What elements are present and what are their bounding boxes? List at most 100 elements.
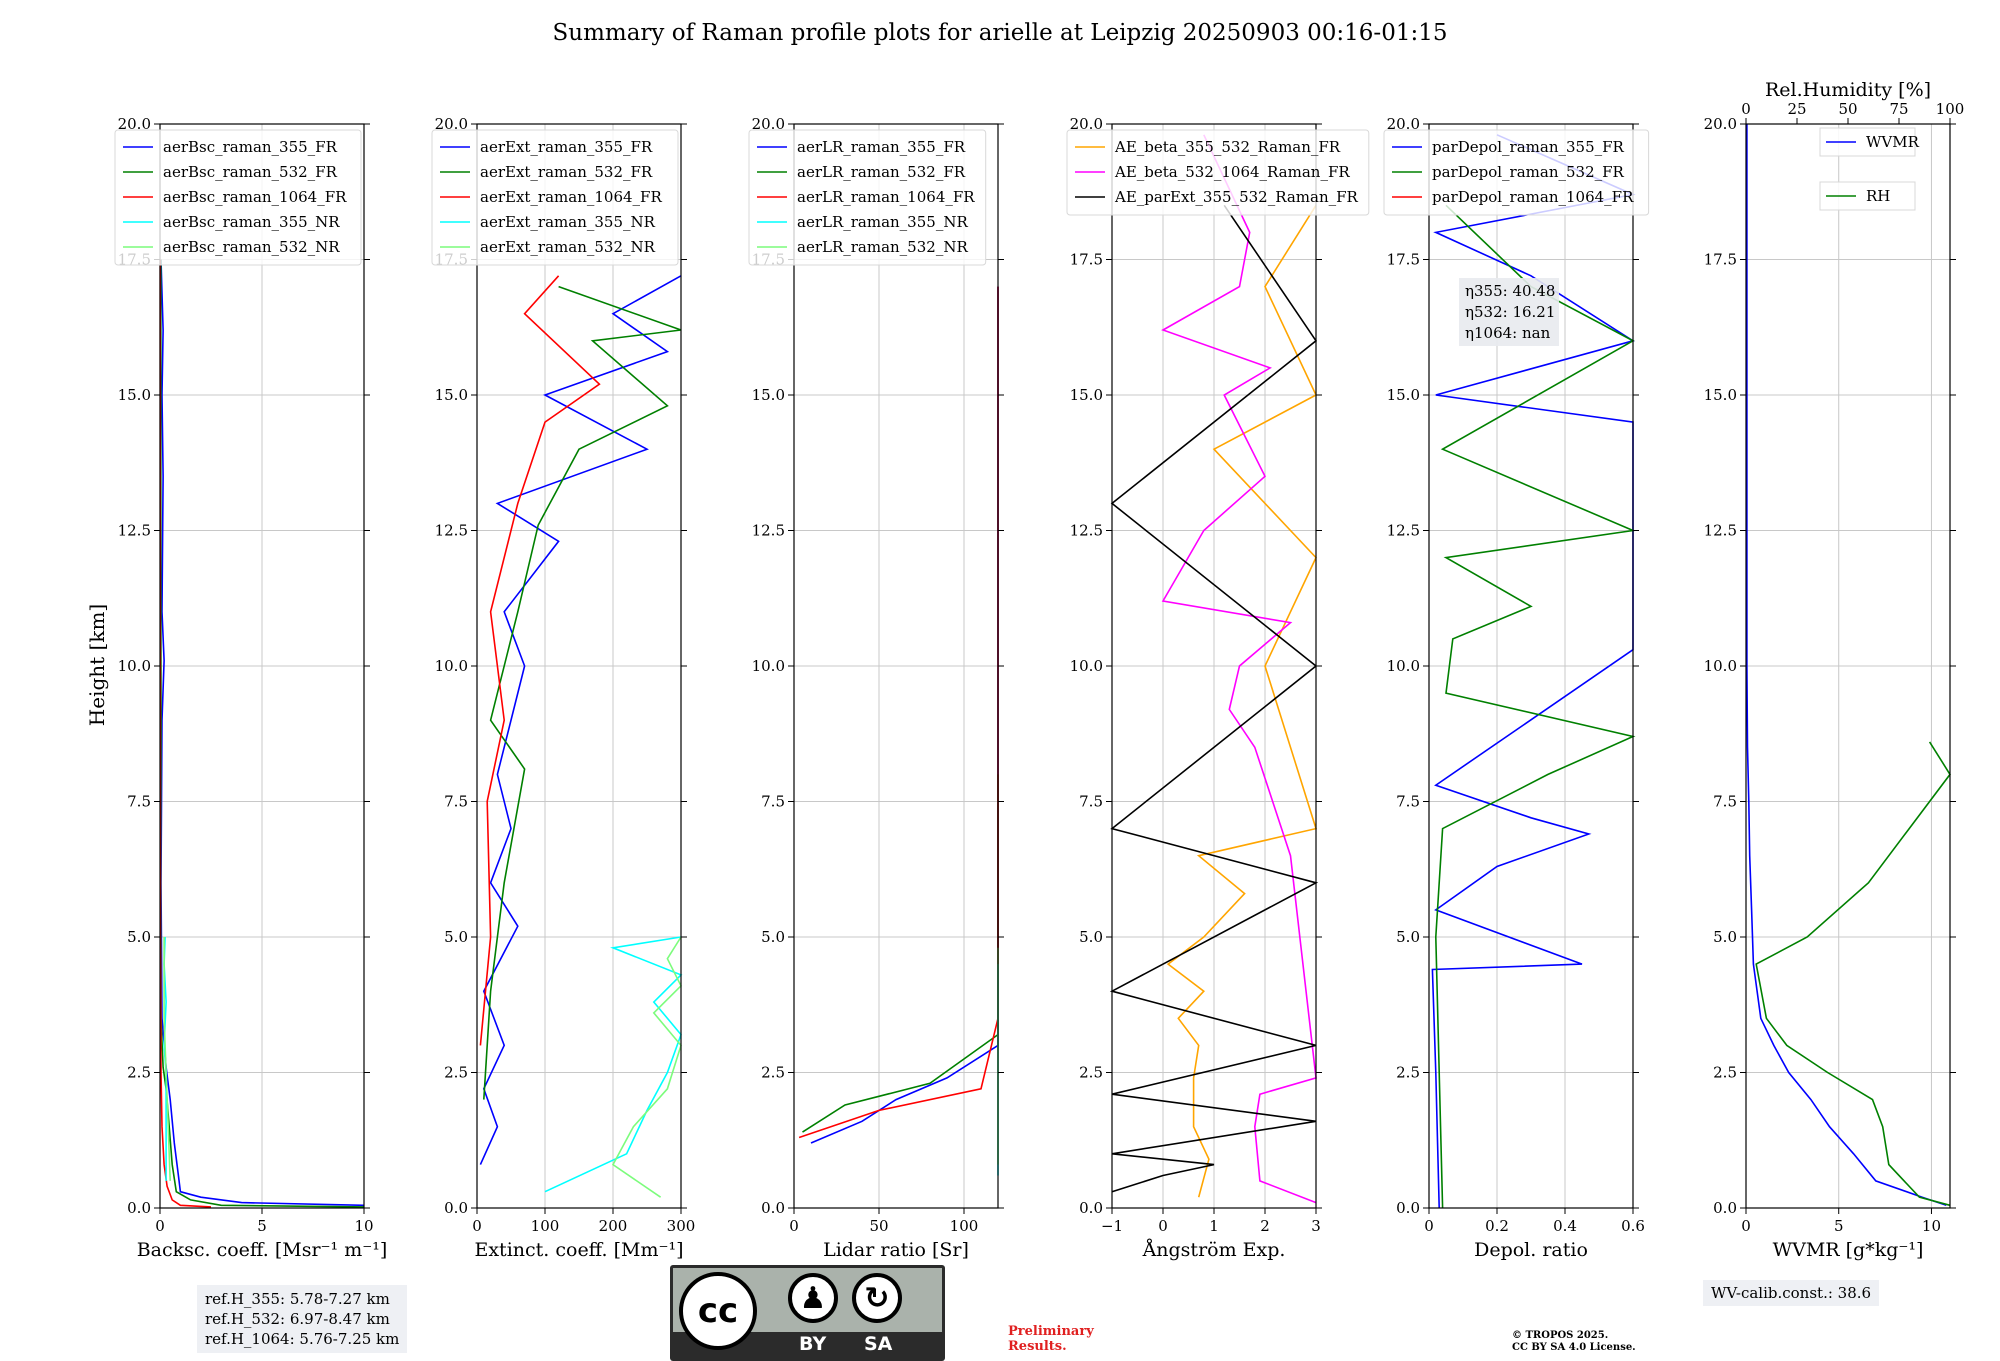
y-tick-label: 17.5	[1704, 251, 1737, 269]
copyright-line-1: © TROPOS 2025.	[1512, 1330, 1609, 1341]
y-tick-label: 10.0	[118, 657, 151, 675]
x-tick-label: 0.6	[1621, 1217, 1645, 1235]
series-line-aerExt_raman_355_FR	[479, 275, 682, 1165]
series-line-WVMR	[1746, 124, 1947, 1207]
legend-label: parDepol_raman_532_FR	[1432, 163, 1625, 181]
series-line-aerBsc_raman_355_FR	[160, 259, 365, 1207]
y-tick-label: 10.0	[1070, 657, 1103, 675]
y-tick-label: 20.0	[1070, 115, 1103, 133]
x-axis-label: Extinct. coeff. [Mm⁻¹]	[474, 1239, 683, 1261]
eta-label: η1064: nan	[1465, 324, 1551, 342]
x-tick-label: 10	[1922, 1217, 1941, 1235]
y-tick-label: 2.5	[444, 1064, 468, 1082]
ref-height-1064: ref.H_1064: 5.76-7.25 km	[205, 1330, 400, 1348]
y-tick-label: 7.5	[1396, 793, 1420, 811]
x-tick-label: 0	[1424, 1217, 1434, 1235]
y-tick-label: 5.0	[1713, 928, 1737, 946]
legend-label: parDepol_raman_355_FR	[1432, 138, 1625, 156]
legend-label: WVMR	[1866, 133, 1920, 151]
y-tick-label: 20.0	[752, 115, 785, 133]
x2-axis-label: Rel.Humidity [%]	[1765, 79, 1931, 101]
x-tick-label: 0	[472, 1217, 482, 1235]
legend-label: aerLR_raman_532_FR	[797, 163, 966, 181]
y-tick-label: 10.0	[1387, 657, 1420, 675]
y-tick-label: 0.0	[127, 1199, 151, 1217]
figure-title: Summary of Raman profile plots for ariel…	[552, 20, 1448, 46]
y-tick-label: 15.0	[1070, 386, 1103, 404]
legend-label: aerBsc_raman_1064_FR	[163, 188, 347, 206]
x-axis-label: WVMR [g*kg⁻¹]	[1773, 1239, 1924, 1261]
legend-label: aerBsc_raman_355_FR	[163, 138, 338, 156]
x-tick-label: 5	[1834, 1217, 1844, 1235]
x-tick-label: 10	[354, 1217, 373, 1235]
legend-label: aerLR_raman_355_FR	[797, 138, 966, 156]
copyright-note: © TROPOS 2025. CC BY SA 4.0 License.	[1512, 1330, 1636, 1354]
series-line-aerLR_raman_1064_FR	[798, 286, 999, 1139]
series-line-aerBsc_raman_532_NR	[163, 937, 171, 1181]
eta-label: η355: 40.48	[1465, 282, 1555, 300]
eta-label: η532: 16.21	[1465, 303, 1555, 321]
x-tick-label: 0	[1741, 1217, 1751, 1235]
y-tick-label: 2.5	[127, 1064, 151, 1082]
y-tick-label: 10.0	[752, 657, 785, 675]
y-tick-label: 17.5	[1070, 251, 1103, 269]
x-tick-label: −1	[1101, 1217, 1123, 1235]
y-tick-label: 15.0	[752, 386, 785, 404]
y-tick-label: 12.5	[1387, 522, 1420, 540]
y-tick-label: 17.5	[1387, 251, 1420, 269]
x2-tick-label: 0	[1741, 100, 1751, 118]
y-tick-label: 7.5	[1713, 793, 1737, 811]
series-line-AE_beta_532_1064_Raman_FR	[1161, 134, 1317, 1204]
legend-box	[748, 129, 987, 266]
y-tick-label: 20.0	[118, 115, 151, 133]
x-axis-label: Depol. ratio	[1474, 1239, 1588, 1261]
y-tick-label: 7.5	[761, 793, 785, 811]
x-tick-label: 100	[950, 1217, 979, 1235]
series-line-RH	[1755, 741, 1951, 1207]
legend-label: aerExt_raman_532_FR	[480, 163, 653, 181]
y-tick-label: 0.0	[761, 1199, 785, 1217]
legend-box	[114, 129, 362, 266]
legend-label: aerBsc_raman_355_NR	[163, 213, 340, 231]
y-tick-label: 12.5	[435, 522, 468, 540]
y-tick-label: 2.5	[1079, 1064, 1103, 1082]
y-tick-label: 12.5	[1070, 522, 1103, 540]
series-line-parDepol_raman_355_FR	[1431, 134, 1636, 1209]
y-tick-label: 0.0	[1713, 1199, 1737, 1217]
y-tick-label: 5.0	[1396, 928, 1420, 946]
y-tick-label: 5.0	[127, 928, 151, 946]
y-tick-label: 0.0	[1079, 1199, 1103, 1217]
preliminary-results-note: Preliminary Results.	[1008, 1324, 1094, 1354]
share-alike-icon: ↻	[852, 1273, 902, 1323]
y-tick-label: 20.0	[1704, 115, 1737, 133]
legend-label: parDepol_raman_1064_FR	[1432, 188, 1634, 206]
x-tick-label: 300	[667, 1217, 696, 1235]
x2-tick-label: 50	[1838, 100, 1857, 118]
x2-tick-label: 100	[1936, 100, 1965, 118]
x-tick-label: 200	[599, 1217, 628, 1235]
x-tick-label: 0	[1158, 1217, 1168, 1235]
x-tick-label: 0	[789, 1217, 799, 1235]
legend-label: aerBsc_raman_532_FR	[163, 163, 338, 181]
y-tick-label: 10.0	[435, 657, 468, 675]
y-tick-label: 15.0	[1704, 386, 1737, 404]
y-tick-label: 2.5	[1396, 1064, 1420, 1082]
wv-calibration-box: WV-calib.const.: 38.6	[1703, 1280, 1880, 1306]
x-tick-label: 0	[155, 1217, 165, 1235]
series-line-parDepol_raman_532_FR	[1434, 204, 1636, 1209]
attribution-person-icon: ♟	[788, 1273, 838, 1323]
y-tick-label: 12.5	[752, 522, 785, 540]
series-line-aerLR_raman_532_FR	[802, 774, 999, 1133]
cc-logo-icon: cc	[679, 1272, 757, 1350]
legend-label: aerExt_raman_532_NR	[480, 238, 656, 256]
y-tick-label: 20.0	[1387, 115, 1420, 133]
legend-label: AE_beta_532_1064_Raman_FR	[1114, 163, 1350, 181]
x-tick-label: 50	[869, 1217, 888, 1235]
legend-label: AE_beta_355_532_Raman_FR	[1114, 138, 1341, 156]
series-line-AE_beta_355_532_Raman_FR	[1166, 204, 1318, 1198]
series-line-AE_parExt_355_532_Raman_FR	[1109, 204, 1319, 1193]
preliminary-line-2: Results.	[1008, 1339, 1067, 1354]
y-tick-label: 5.0	[1079, 928, 1103, 946]
copyright-line-2: CC BY SA 4.0 License.	[1512, 1342, 1636, 1353]
reference-height-box: ref.H_355: 5.78-7.27 km ref.H_532: 6.97-…	[197, 1285, 408, 1353]
